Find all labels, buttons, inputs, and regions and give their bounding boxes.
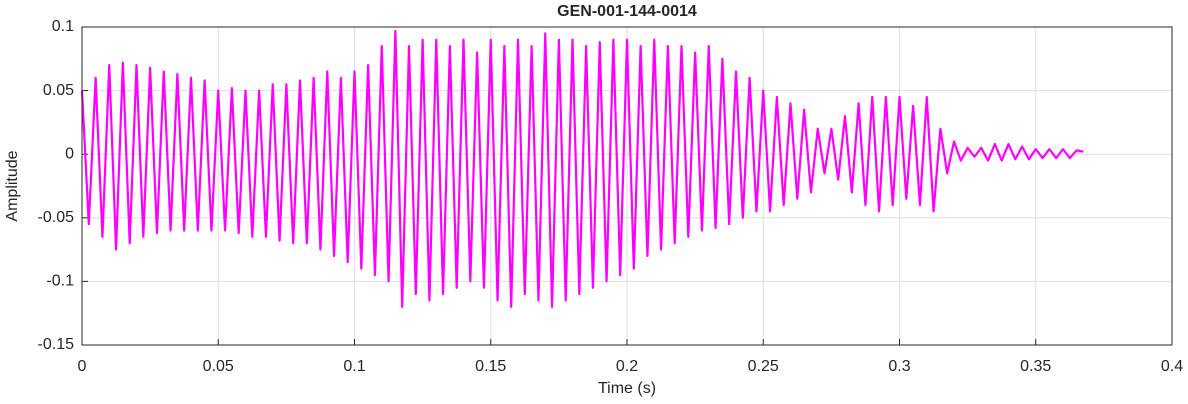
x-tick-label: 0 [78,358,87,375]
y-tick-label: 0.1 [52,18,74,35]
x-tick-label: 0.4 [1161,358,1183,375]
x-tick-label: 0.2 [616,358,638,375]
x-tick-label: 0.35 [1020,358,1051,375]
y-axis-label: Amplitude [4,150,21,221]
x-axis-label: Time (s) [598,380,656,397]
x-tick-label: 0.1 [343,358,365,375]
chart-title: GEN-001-144-0014 [557,3,697,20]
y-tick-label: -0.1 [46,273,74,290]
y-tick-label: 0.05 [43,82,74,99]
x-tick-label: 0.15 [475,358,506,375]
x-tick-label: 0.3 [888,358,910,375]
series-line [80,29,1084,308]
x-tick-label: 0.05 [203,358,234,375]
y-tick-label: 0 [65,145,74,162]
x-tick-label: 0.25 [748,358,779,375]
y-tick-label: -0.15 [38,336,75,353]
y-tick-label: -0.05 [38,209,75,226]
axes-box [81,26,1173,346]
